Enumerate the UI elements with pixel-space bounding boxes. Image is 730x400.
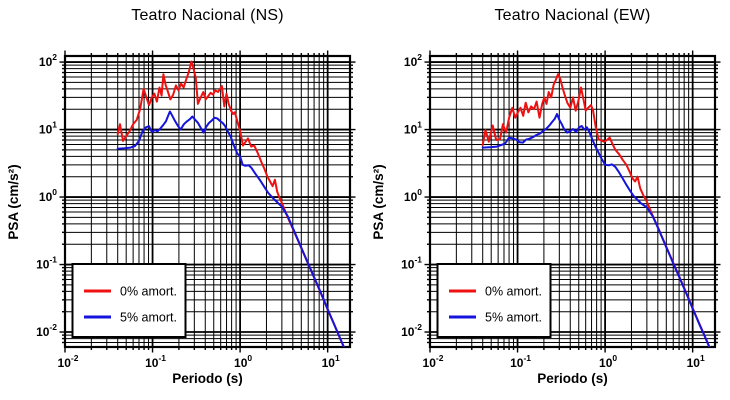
legend-box — [436, 263, 552, 338]
x-tick-label: 10-2 — [423, 353, 444, 370]
y-tick-label: 100 — [404, 187, 422, 204]
chart-ns-plot-area: 10-2 10-1 100 101 102 101 100 10-1 10-2 0% amort.… — [36, 50, 356, 370]
y-tick-label: 100 — [39, 187, 57, 204]
y-tick-label: 10-2 — [401, 322, 422, 339]
x-tick-label: 101 — [322, 353, 340, 370]
legend-label-5pct: 5% amort. — [485, 311, 542, 325]
legend-label-0pct: 0% amort. — [120, 285, 177, 299]
y-tick-label: 102 — [39, 52, 57, 69]
chart-ew-x-axis-label: Periodo (s) — [537, 371, 608, 386]
plot-frame — [428, 54, 717, 349]
x-tick-label: 100 — [599, 353, 617, 370]
chart-ns-title: Teatro Nacional (NS) — [131, 7, 284, 24]
y-tick-label: 10-2 — [36, 322, 57, 339]
chart-ew-title: Teatro Nacional (EW) — [494, 7, 651, 24]
curves — [116, 60, 345, 347]
legend-label-5pct: 5% amort. — [120, 311, 177, 325]
curve-5pct-damping — [116, 110, 345, 347]
chart-ns: Teatro Nacional (NS) PSA (cm/s²) Periodo… — [6, 7, 356, 386]
tick-labels: 10-2 10-1 100 101 102 101 100 10-1 10-2 — [401, 52, 705, 370]
legend-box — [71, 263, 187, 338]
y-tick-label: 10-1 — [401, 255, 422, 272]
tick-labels: 10-2 10-1 100 101 102 101 100 10-1 10-2 — [36, 52, 340, 370]
chart-ns-x-axis-label: Periodo (s) — [172, 371, 243, 386]
curve-5pct-damping — [481, 113, 711, 347]
y-tick-label: 101 — [39, 120, 57, 137]
grid — [429, 56, 715, 347]
legend-label-0pct: 0% amort. — [485, 285, 542, 299]
legend: 0% amort. 5% amort. — [71, 263, 187, 338]
x-tick-label: 10-1 — [145, 353, 166, 370]
tick-marks — [424, 50, 721, 353]
chart-ew: Teatro Nacional (EW) PSA (cm/s²) Periodo… — [365, 0, 730, 400]
x-tick-label: 10-2 — [58, 353, 79, 370]
x-tick-label: 100 — [234, 353, 252, 370]
curves — [481, 73, 711, 347]
legend: 0% amort. 5% amort. — [436, 263, 552, 338]
x-tick-label: 10-1 — [510, 353, 531, 370]
y-tick-label: 101 — [404, 120, 422, 137]
x-tick-label: 101 — [687, 353, 705, 370]
chart-ew-plot-area: 10-2 10-1 100 101 102 101 100 10-1 10-2 0% amort.… — [401, 50, 721, 370]
y-tick-label: 102 — [404, 52, 422, 69]
y-tick-label: 10-1 — [36, 255, 57, 272]
plot-frame — [63, 54, 352, 349]
